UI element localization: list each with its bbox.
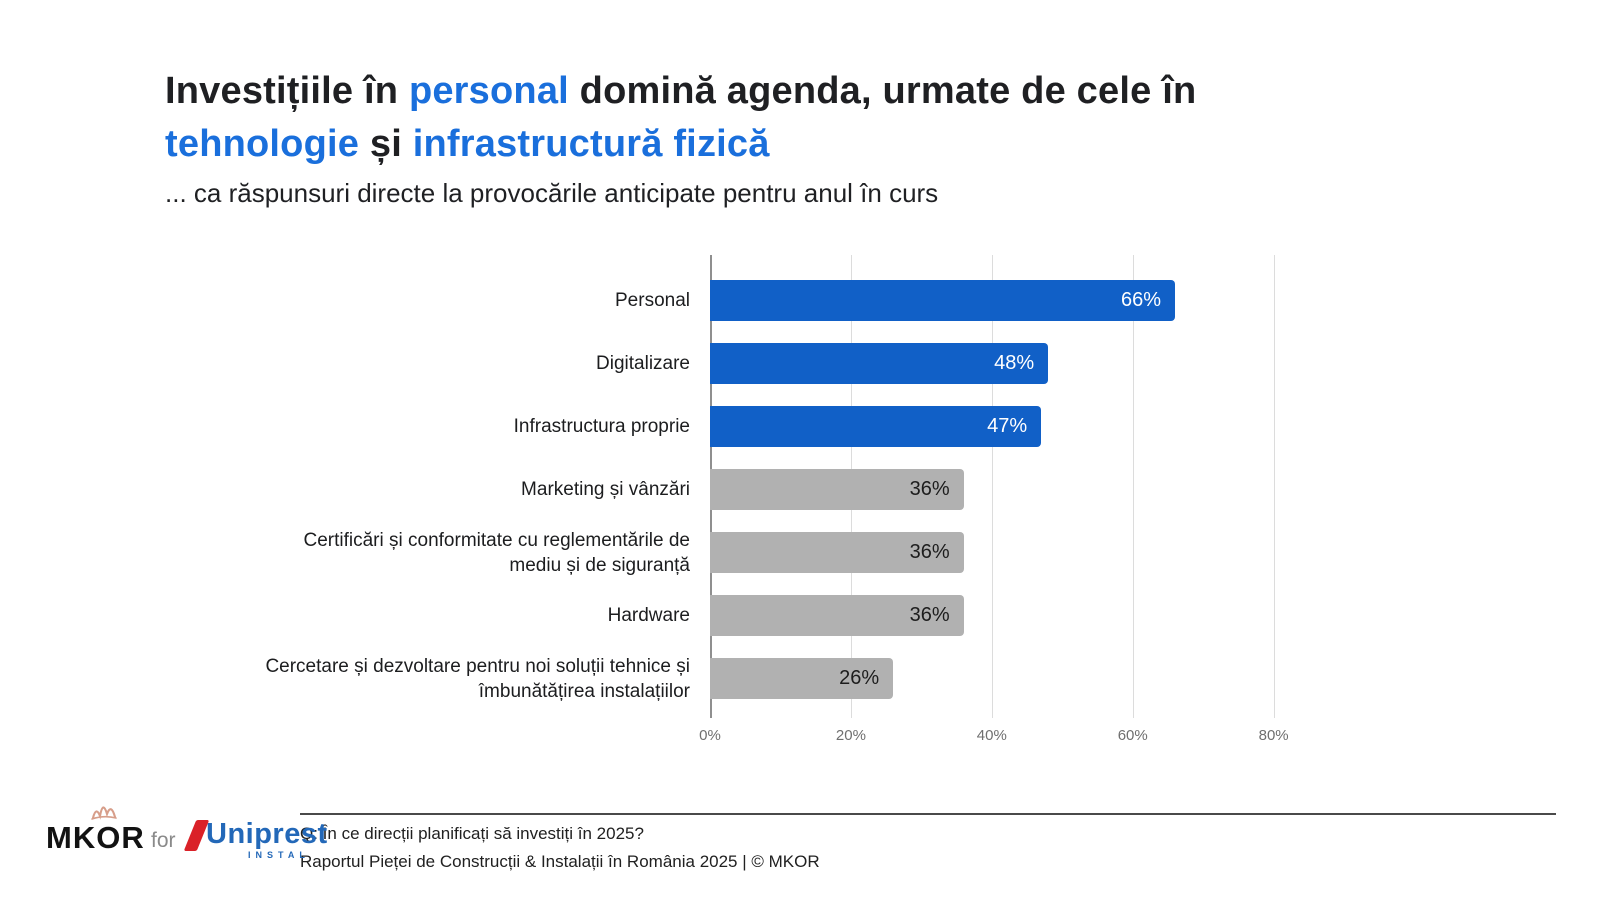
chart-row: Hardware 36% (250, 584, 1330, 647)
uniprest-wordmark: Uniprest (206, 818, 328, 850)
bar-track: 36% (710, 595, 1330, 636)
footer-question: Q: În ce direcții planificați să investi… (300, 824, 644, 843)
gridline (1132, 255, 1134, 718)
bar-track: 36% (710, 532, 1330, 573)
bar-value-label: 66% (1120, 289, 1161, 311)
bar-gray: 36% (710, 595, 964, 636)
category-label: Hardware (607, 605, 690, 626)
title-line-2: tehnologie și infrastructură fizică (165, 123, 770, 165)
title-accent-segment: personal (408, 70, 569, 113)
title-segment: Investițiile în (165, 70, 409, 113)
category-label: Cercetare și dezvoltare pentru noi soluț… (265, 655, 690, 702)
page-subtitle: ... ca răspunsuri directe la provocările… (165, 178, 939, 208)
bar-track: 26% (710, 658, 1330, 699)
chart-row: Personal 66% (250, 269, 1330, 332)
chart-row: Cercetare și dezvoltare pentru noi soluț… (250, 647, 1330, 710)
chart-row: Digitalizare 48% (250, 332, 1330, 395)
bar-track: 47% (710, 406, 1330, 447)
bar-value-label: 26% (839, 667, 880, 689)
bar-value-label: 47% (987, 415, 1028, 437)
bar-value-label: 36% (909, 541, 950, 563)
chart-row: Marketing și vânzări 36% (250, 458, 1330, 521)
chart-rows: Personal 66% Digitalizare 48% Infrastructura… (250, 269, 1330, 710)
uniprest-instal-label: INSTAL (248, 850, 310, 860)
category-label: Infrastructura proprie (513, 416, 690, 437)
bar-blue: 66% (710, 280, 1175, 321)
bar-blue: 48% (710, 343, 1049, 384)
title-accent-segment: tehnologie (165, 123, 360, 166)
x-tick-label: 60% (1117, 727, 1148, 744)
bar-gray: 36% (710, 532, 964, 573)
title-segment: domină agenda, urmate de cele în (568, 70, 1197, 113)
bar-track: 36% (710, 469, 1330, 510)
bar-value-label: 48% (994, 352, 1035, 374)
x-tick-label: 0% (699, 727, 721, 744)
page-title: Investițiile în personal domină agenda, … (165, 65, 1445, 171)
bar-chart: Personal 66% Digitalizare 48% Infrastructura… (250, 255, 1330, 760)
x-tick-label: 80% (1258, 727, 1289, 744)
category-label: Personal (615, 290, 690, 311)
chart-row: Infrastructura proprie 47% (250, 395, 1330, 458)
bar-blue: 47% (710, 406, 1042, 447)
gridline (991, 255, 993, 718)
gridline (1273, 255, 1275, 718)
category-label: Certificări și conformitate cu reglement… (303, 529, 691, 576)
title-accent-segment: infrastructură fizică (412, 123, 770, 166)
bar-gray: 26% (710, 658, 894, 699)
title-segment: și (359, 123, 413, 166)
uniprest-logo: Uniprest (183, 818, 328, 851)
bar-value-label: 36% (909, 604, 950, 626)
title-line-1: Investițiile în personal domină agenda, … (165, 70, 1196, 112)
x-tick-label: 20% (835, 727, 866, 744)
footer-divider (300, 813, 1556, 815)
bar-track: 48% (710, 343, 1330, 384)
bar-track: 66% (710, 280, 1330, 321)
for-label: for (151, 829, 176, 852)
chart-row: Certificări și conformitate cu reglement… (250, 521, 1330, 584)
category-label: Digitalizare (596, 353, 690, 374)
x-tick-label: 40% (976, 727, 1007, 744)
footer-source: Raportul Pieței de Construcții & Instala… (300, 852, 820, 871)
category-label: Marketing și vânzări (521, 479, 690, 500)
crown-icon (91, 806, 117, 820)
bar-value-label: 36% (909, 478, 950, 500)
mkor-logo: MKOR (46, 820, 145, 855)
bar-gray: 36% (710, 469, 964, 510)
